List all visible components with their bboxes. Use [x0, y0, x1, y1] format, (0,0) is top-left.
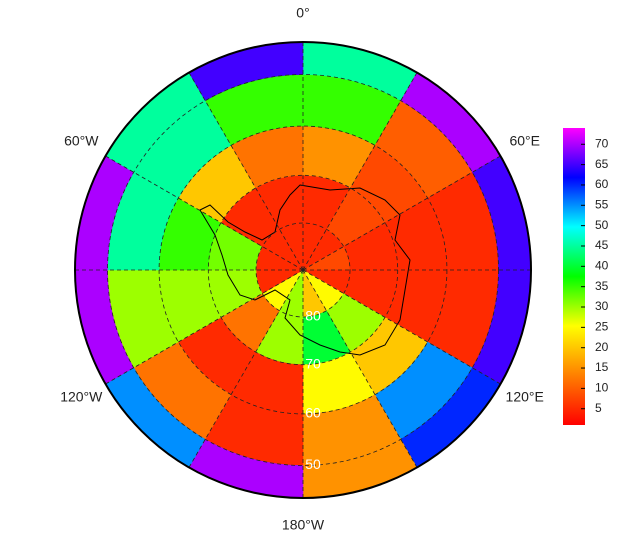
cells — [74, 41, 532, 499]
colorbar — [563, 128, 585, 425]
colorbar-label: 55 — [595, 197, 609, 211]
colorbar-label: 5 — [595, 401, 602, 415]
meridian — [302, 72, 418, 271]
colorbar-label: 45 — [595, 238, 609, 252]
lat-label: 50 — [305, 456, 321, 472]
lon-label: 0° — [296, 5, 309, 21]
meridian — [105, 155, 304, 271]
lat-label: 70 — [305, 355, 321, 371]
lat-label: 60 — [305, 405, 321, 421]
lat-circle — [255, 222, 351, 318]
colorbar-label: 50 — [595, 218, 609, 232]
lat-circle — [107, 74, 499, 466]
meridian — [188, 269, 304, 468]
colorbar-label: 65 — [595, 157, 609, 171]
boundary — [74, 41, 532, 499]
lat-label: 80 — [305, 308, 321, 324]
meridian — [302, 269, 418, 468]
meridian — [105, 269, 304, 385]
colorbar-label: 40 — [595, 259, 609, 273]
colorbar-label: 70 — [595, 136, 609, 150]
lon-label: 60°W — [64, 133, 99, 149]
colorbar-label: 30 — [595, 299, 609, 313]
colorbar-label: 35 — [595, 279, 609, 293]
colorbar-label: 25 — [595, 320, 609, 334]
lon-label: 60°E — [509, 133, 540, 149]
lon-label: 120°W — [60, 389, 103, 405]
colorbar-label: 60 — [595, 177, 609, 191]
overlay: 80 70 60 50 0° 60°E 120°E 180°W 120°W 60°W — [60, 5, 544, 533]
coastline — [199, 184, 411, 356]
lon-label: 120°E — [506, 389, 544, 405]
meridian — [188, 72, 304, 271]
colorbar-label: 10 — [595, 381, 609, 395]
lon-label: 180°W — [282, 517, 325, 533]
meridian — [302, 269, 501, 385]
colorbar-label: 20 — [595, 340, 609, 354]
meridian — [302, 155, 501, 271]
colorbar-label: 15 — [595, 360, 609, 374]
